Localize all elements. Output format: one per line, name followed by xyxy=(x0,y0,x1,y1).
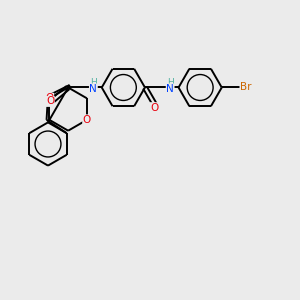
Text: H: H xyxy=(90,78,97,87)
Text: O: O xyxy=(46,96,54,106)
Text: O: O xyxy=(83,115,91,125)
Text: O: O xyxy=(45,93,54,103)
Text: N: N xyxy=(166,84,174,94)
Text: N: N xyxy=(89,84,97,94)
Text: H: H xyxy=(167,78,173,87)
Text: O: O xyxy=(150,103,158,113)
Text: Br: Br xyxy=(240,82,251,92)
